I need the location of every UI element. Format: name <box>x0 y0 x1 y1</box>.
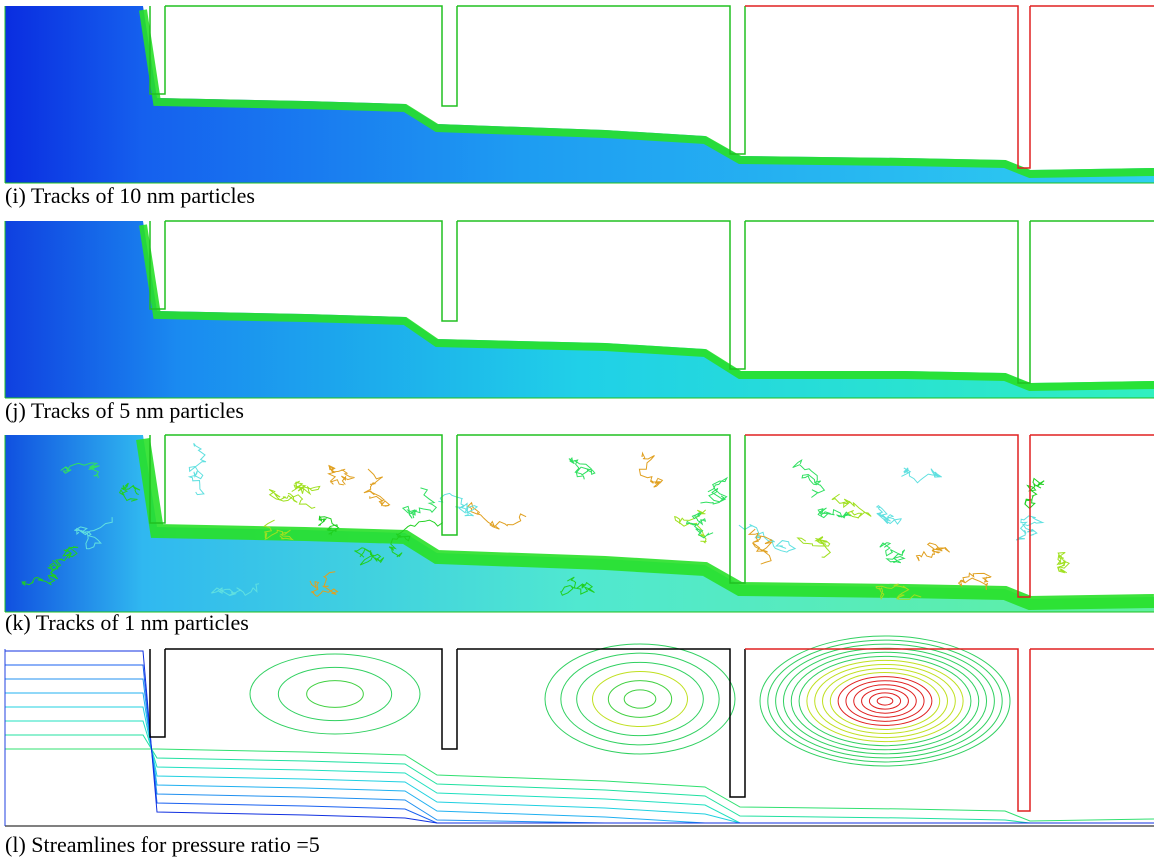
baffle-wall <box>165 221 457 321</box>
baffle-wall <box>745 649 1030 811</box>
brownian-track <box>687 513 714 538</box>
streamline <box>5 721 1154 823</box>
vortex-line <box>838 677 932 726</box>
streamline <box>5 679 1154 823</box>
vortex-line <box>250 654 420 734</box>
streamline <box>5 707 1154 823</box>
figure: (i) Tracks of 10 nm particles (j) Tracks… <box>0 0 1154 864</box>
vortex-line <box>799 656 971 745</box>
vortex-line <box>307 681 364 708</box>
baffle-wall <box>745 6 1030 168</box>
brownian-track <box>292 481 320 494</box>
brownian-track <box>749 529 772 564</box>
vortex-line <box>846 681 924 722</box>
brownian-track <box>1058 553 1070 573</box>
streamline <box>5 735 1154 823</box>
vortex-line <box>869 693 900 709</box>
brownian-track <box>1025 479 1044 509</box>
vortex-line <box>776 644 995 758</box>
caption: (j) Tracks of 5 nm particles <box>5 398 244 423</box>
brownian-track <box>798 537 831 558</box>
brownian-track <box>793 460 825 497</box>
particle-tracks <box>5 6 1154 183</box>
baffle-wall <box>165 6 457 106</box>
brownian-track <box>329 466 355 485</box>
brownian-track <box>877 506 901 524</box>
streamline <box>5 651 1154 823</box>
vortex-line <box>854 685 917 718</box>
brownian-track <box>917 543 950 561</box>
caption: (l) Streamlines for pressure ratio =5 <box>5 832 320 857</box>
brownian-track <box>675 510 707 543</box>
brownian-track <box>880 543 905 563</box>
vortex-line <box>768 640 1002 762</box>
panel <box>5 435 1154 612</box>
brownian-track <box>569 458 595 479</box>
baffle-wall <box>150 649 165 737</box>
brownian-track <box>403 488 436 519</box>
vortex-line <box>561 653 719 745</box>
caption: (i) Tracks of 10 nm particles <box>5 183 255 208</box>
brownian-track <box>901 468 941 483</box>
vortex-line <box>593 672 688 727</box>
baffle-wall <box>165 435 457 535</box>
vortex-line <box>791 652 979 750</box>
panel <box>5 636 1154 826</box>
vortex-line <box>577 662 704 735</box>
brownian-track <box>700 478 726 504</box>
vortex-line <box>760 636 1010 766</box>
brownian-track <box>189 443 206 494</box>
vortex-line <box>624 690 656 708</box>
caption: (k) Tracks of 1 nm particles <box>5 610 249 635</box>
brownian-track <box>818 508 851 518</box>
baffle-wall <box>165 649 457 749</box>
particle-tracks <box>5 221 1154 398</box>
brownian-track <box>639 453 662 487</box>
baffle-wall <box>745 221 1030 383</box>
vortex-line <box>608 681 671 718</box>
panel <box>5 6 1154 183</box>
brownian-track <box>364 469 390 506</box>
vortex-line <box>823 669 948 734</box>
baffle-wall <box>745 435 1030 597</box>
baffle-wall <box>457 649 745 797</box>
panel <box>5 221 1154 398</box>
vortex-line <box>278 667 391 720</box>
vortex-line <box>545 644 735 754</box>
vortex-line <box>815 664 956 737</box>
particle-tracks <box>5 435 1154 612</box>
vortex-line <box>877 697 893 705</box>
